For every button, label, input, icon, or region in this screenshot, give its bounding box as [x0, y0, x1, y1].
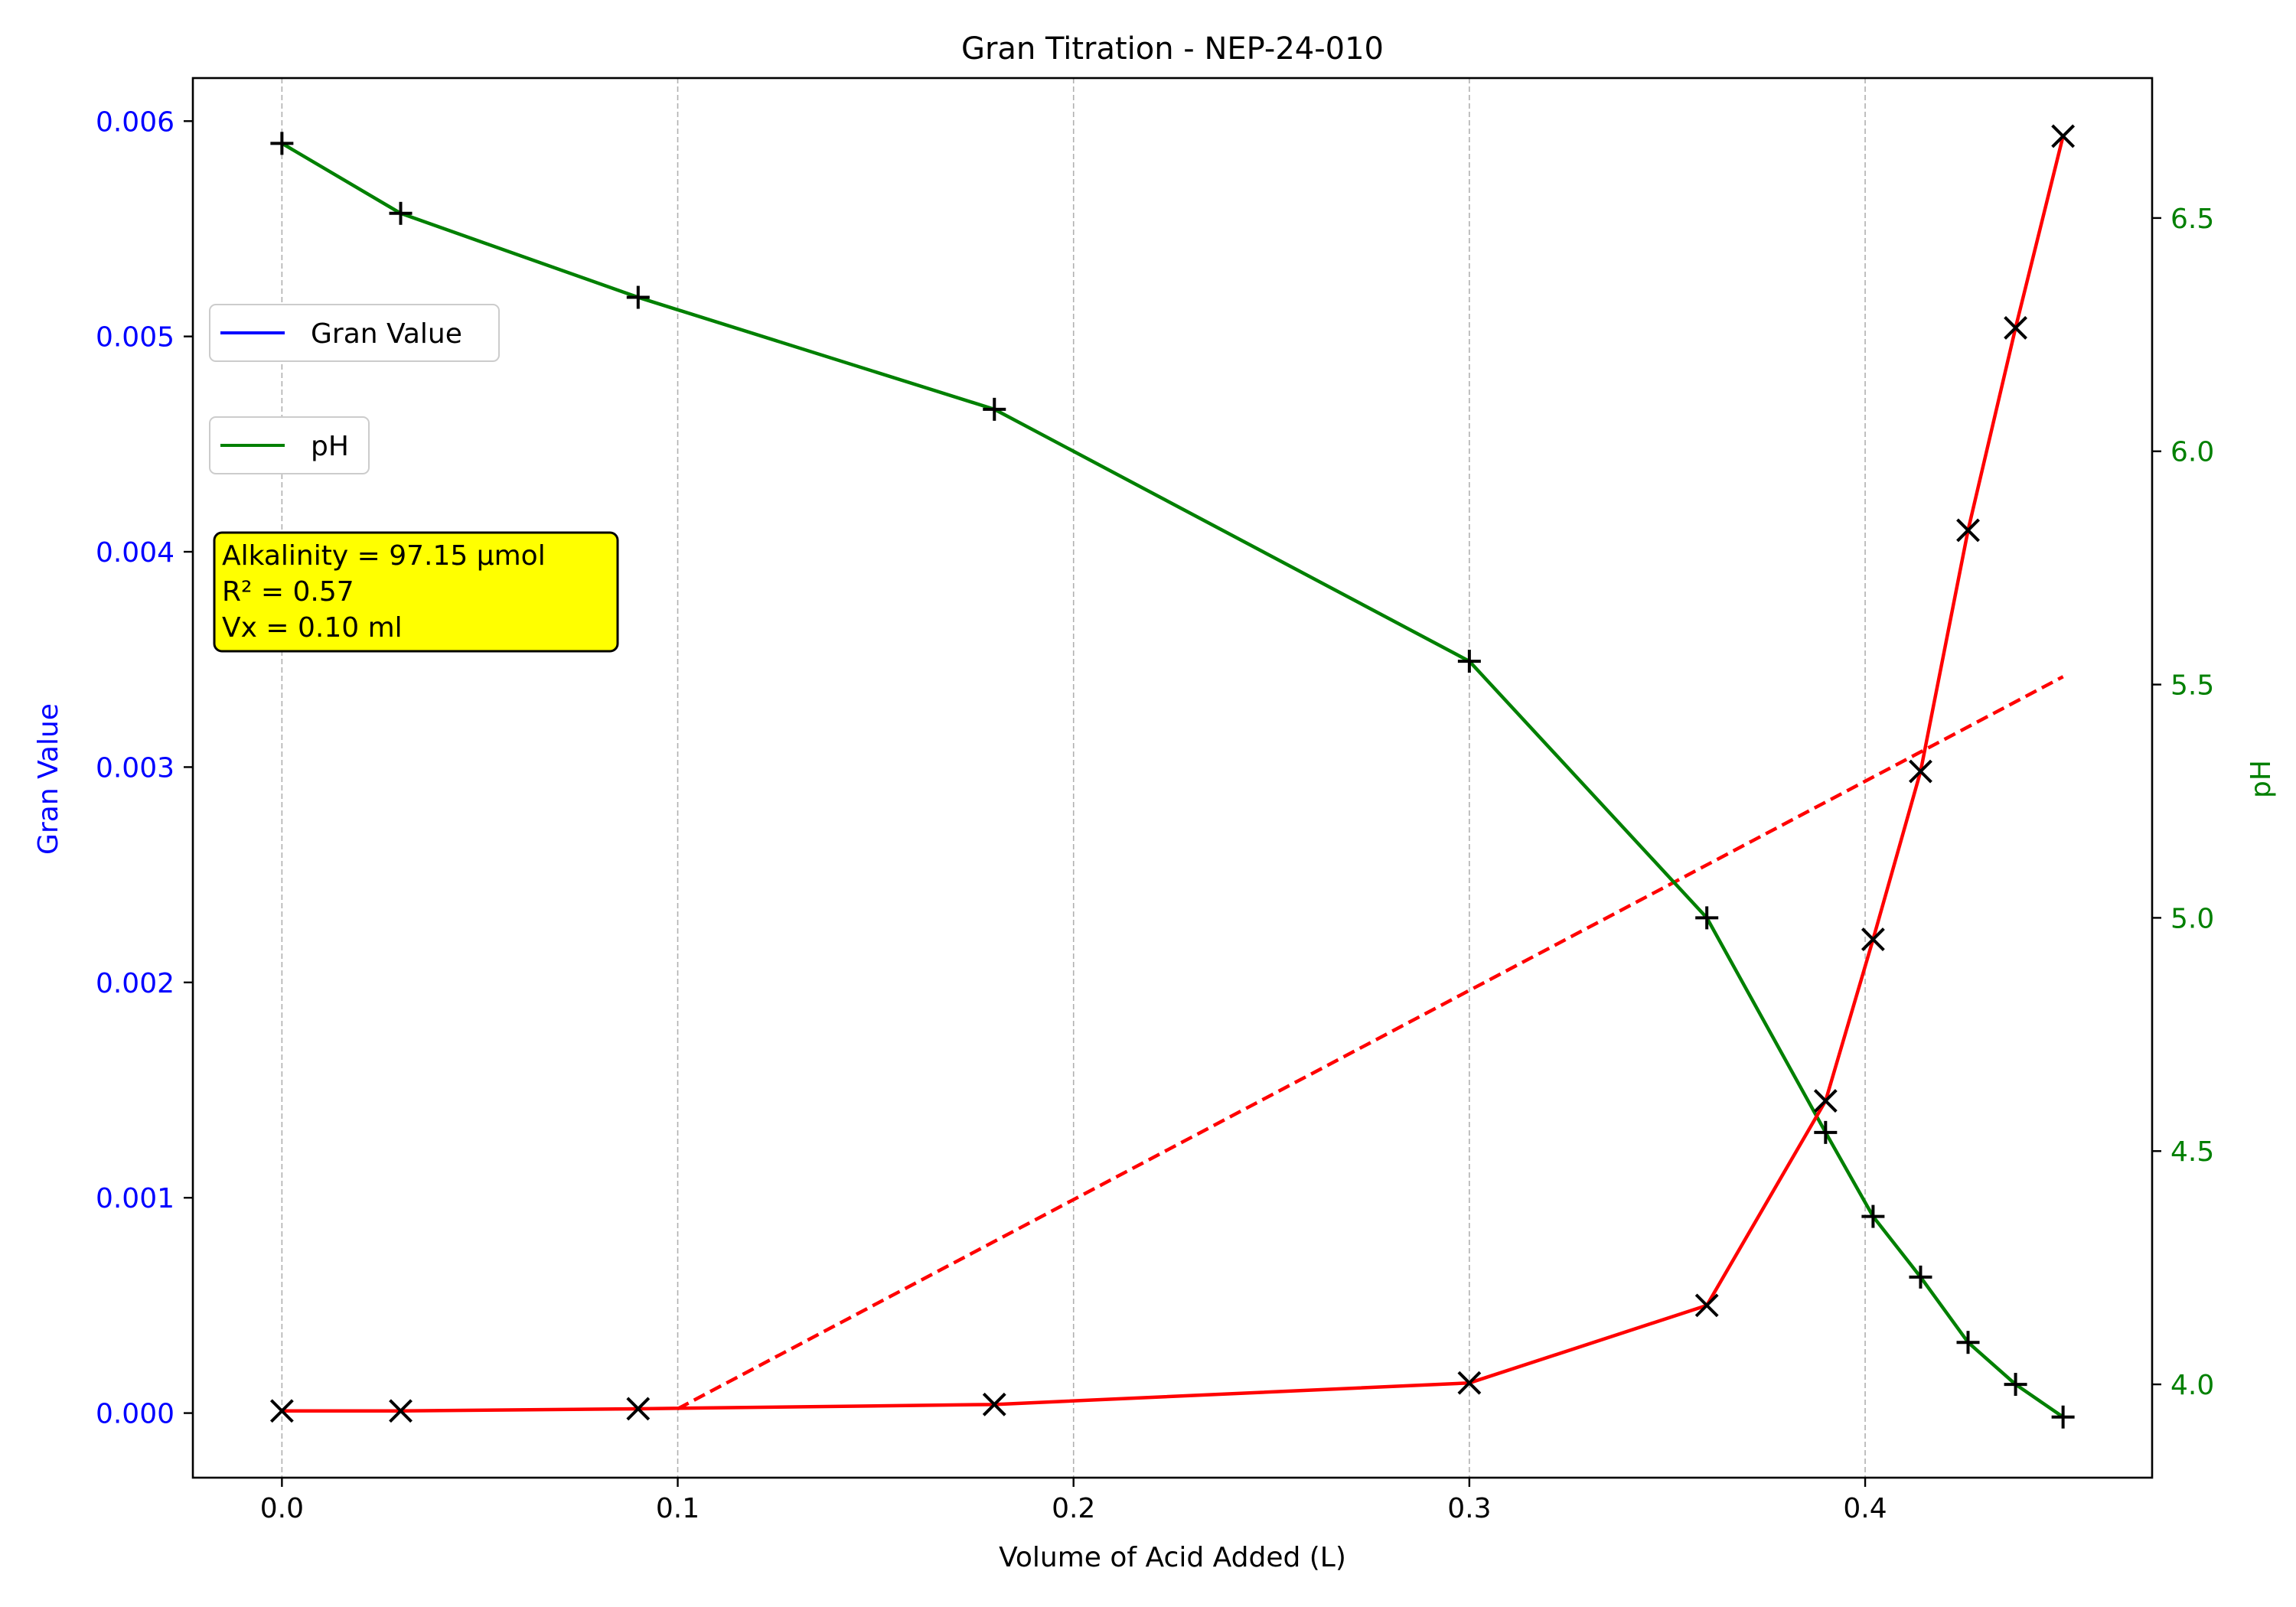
y-left-tick-label: 0.002	[96, 968, 174, 999]
ph-point	[983, 397, 1006, 421]
gran-value-point	[1813, 1089, 1838, 1113]
legend-gran-value-label: Gran Value	[311, 318, 462, 350]
y-axis-right-label: pH	[2245, 760, 2277, 798]
ph-point	[270, 132, 294, 155]
ph-point	[2051, 1405, 2075, 1429]
grid-layer	[281, 78, 1866, 1478]
gran-value-point-stroke	[626, 1397, 651, 1421]
chart-title: Gran Titration - NEP-24-010	[961, 31, 1384, 67]
gran-value-point	[1956, 518, 1980, 543]
gran-value-point	[1457, 1371, 1482, 1395]
ph-point	[1457, 650, 1481, 673]
x-tick-label: 0.3	[1447, 1493, 1491, 1524]
annotation-r-squared: R² = 0.57	[222, 576, 354, 608]
gran-fit-line	[677, 675, 2064, 1410]
gran-value-point	[2051, 124, 2076, 148]
gran-value-point	[269, 1399, 294, 1423]
ph-point	[1861, 1204, 1885, 1228]
x-tick-label: 0.2	[1052, 1493, 1095, 1524]
x-tick-label: 0.4	[1843, 1493, 1887, 1524]
ph-point	[626, 285, 650, 309]
x-tick-label: 0.1	[656, 1493, 700, 1524]
gran-value-point-stroke	[1956, 518, 1980, 543]
ph-point	[2004, 1373, 2027, 1397]
gran-value-point	[626, 1397, 651, 1421]
gran-value-point-stroke	[1813, 1089, 1838, 1113]
gran-value-point-stroke	[2004, 315, 2027, 340]
y-right-tick-label: 4.0	[2170, 1370, 2214, 1401]
y-right-tick-label: 6.0	[2170, 437, 2214, 468]
ph-point	[1909, 1265, 1932, 1289]
gran-value-point-stroke	[982, 1392, 1006, 1416]
legend-ph-box	[209, 416, 370, 474]
gran-value-point-stroke	[2051, 124, 2076, 148]
gran-value-point	[982, 1392, 1006, 1416]
gran-value-line	[282, 135, 2065, 1413]
y-left-tick-label: 0.003	[96, 752, 174, 784]
gran-value-point	[1861, 927, 1885, 951]
y-right-tick-label: 5.5	[2170, 670, 2214, 702]
annotation-vx: Vx = 0.10 ml	[222, 612, 403, 644]
legend-gran-value: Gran Value	[209, 304, 500, 362]
ph-line	[281, 142, 2064, 1419]
gran-value-point	[2004, 315, 2027, 340]
y-axis-left-label: Gran Value	[33, 703, 64, 855]
legend-ph-label: pH	[311, 431, 349, 462]
gran-value-point-stroke	[1457, 1371, 1482, 1395]
y-left-tick-label: 0.006	[96, 106, 174, 138]
annotation-background	[213, 531, 619, 653]
ph-point	[1814, 1120, 1838, 1144]
ph-point	[1695, 906, 1719, 930]
ph-point	[389, 201, 413, 225]
axes-frame	[191, 77, 2154, 1479]
annotation-box: Alkalinity = 97.15 µmol R² = 0.57 Vx = 0…	[213, 531, 619, 653]
ticks-layer: 0.0 0.1 0.2 0.3 0.4 0.000 0.001 0.002 0.003 0.004…	[96, 106, 2214, 1524]
y-left-tick-label: 0.004	[96, 537, 174, 569]
gran-value-point-stroke	[389, 1399, 413, 1423]
y-left-tick-label: 0.000	[96, 1399, 174, 1430]
y-right-tick-label: 4.5	[2170, 1136, 2214, 1168]
gran-value-point-stroke	[1694, 1293, 1719, 1318]
gran-value-point-stroke	[269, 1399, 294, 1423]
x-tick-label: 0.0	[260, 1493, 304, 1524]
y-left-tick-label: 0.001	[96, 1183, 174, 1214]
y-right-tick-label: 6.5	[2170, 204, 2214, 235]
y-left-tick-label: 0.005	[96, 322, 174, 354]
ph-point	[1956, 1331, 1980, 1354]
series-layer	[269, 124, 2076, 1429]
gran-value-point-stroke	[1909, 759, 1932, 784]
gran-value-point	[1909, 759, 1932, 784]
x-axis-label: Volume of Acid Added (L)	[999, 1542, 1346, 1573]
gran-value-point-stroke	[1861, 927, 1885, 951]
gran-value-point	[1694, 1293, 1719, 1318]
y-right-tick-label: 5.0	[2170, 903, 2214, 934]
gran-value-point	[389, 1399, 413, 1423]
legend-gran-value-box	[209, 304, 500, 362]
legend-ph: pH	[209, 416, 370, 474]
annotation-alkalinity: Alkalinity = 97.15 µmol	[222, 540, 546, 572]
